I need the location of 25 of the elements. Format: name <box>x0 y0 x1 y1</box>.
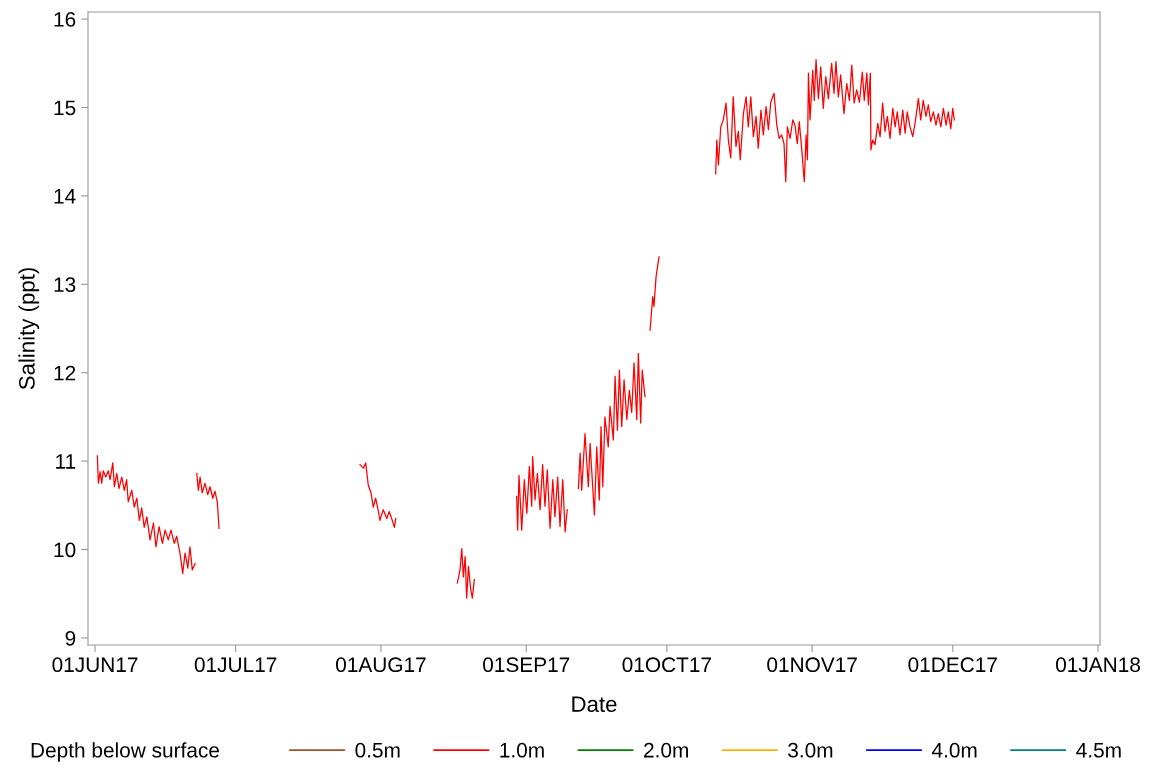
legend-label: 3.0m <box>788 742 833 758</box>
legend-label: 4.5m <box>1076 743 1121 758</box>
y-tick-label: 11 <box>56 454 76 469</box>
y-tick-label: 14 <box>54 189 76 204</box>
y-tick-label: 12 <box>54 365 76 381</box>
y-tick-label: 10 <box>54 542 76 558</box>
legend-label: 4.0m <box>931 742 977 758</box>
y-tick-label: 9 <box>65 630 76 646</box>
x-tick-label: 01OCT17 <box>622 657 711 673</box>
legend-title: Depth below surface <box>31 742 219 762</box>
legend-label: 0.5m <box>355 742 400 758</box>
legend-label: 1.0m <box>500 742 544 758</box>
x-tick-label: 01SEP17 <box>483 657 570 673</box>
y-tick-label: 13 <box>54 277 76 293</box>
x-tick-label: 01NOV17 <box>767 657 857 673</box>
y-tick-label: 15 <box>54 100 76 116</box>
x-axis-title: Date <box>572 696 617 712</box>
legend-label: 2.0m <box>644 742 688 758</box>
x-tick-label: 01DEC17 <box>908 657 997 673</box>
x-tick-label: 01JAN18 <box>1056 657 1140 673</box>
x-tick-label: 01JUL17 <box>194 657 277 673</box>
x-tick-label: 01AUG17 <box>336 657 426 673</box>
y-tick-label: 16 <box>54 12 76 27</box>
y-axis-title: Salinity (ppt) <box>18 268 40 390</box>
x-tick-label: 01JUN17 <box>52 657 138 673</box>
